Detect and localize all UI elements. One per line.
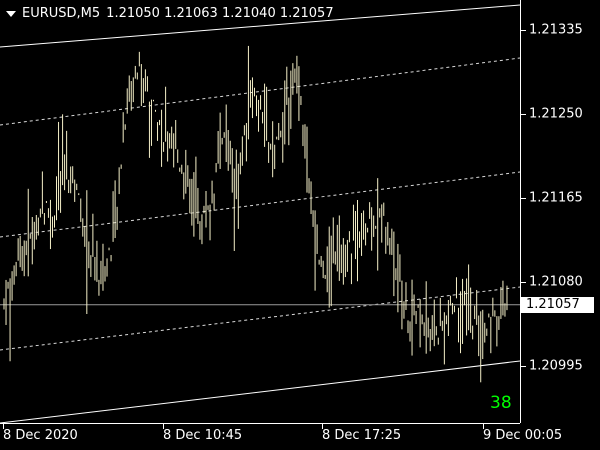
price-tick (521, 30, 526, 31)
chart-title: EURUSD,M5 1.21050 1.21063 1.21040 1.2105… (6, 6, 334, 21)
chart-canvas[interactable] (0, 0, 521, 424)
time-label: 8 Dec 2020 (3, 428, 78, 443)
price-chart[interactable]: EURUSD,M5 1.21050 1.21063 1.21040 1.2105… (0, 0, 521, 424)
time-tick (322, 424, 323, 429)
current-price-label: 1.21057 (520, 296, 594, 313)
time-label: 9 Dec 00:05 (483, 428, 563, 443)
channel-line-dashed (0, 171, 521, 238)
channel-line-dashed (0, 286, 521, 351)
time-tick (163, 424, 164, 429)
price-label: 1.21165 (529, 190, 583, 206)
time-tick (483, 424, 484, 429)
price-tick (521, 198, 526, 199)
bar-countdown: 38 (490, 393, 512, 413)
price-label: 1.20995 (529, 358, 583, 374)
time-tick (3, 424, 4, 429)
channel-line-solid (0, 360, 521, 424)
price-tick (521, 114, 526, 115)
time-label: 8 Dec 10:45 (163, 428, 243, 443)
price-label: 1.21335 (529, 22, 583, 38)
price-tick (521, 282, 526, 283)
price-label: 1.21250 (529, 106, 583, 122)
channel-line-solid (0, 4, 521, 48)
channel-line-dashed (0, 57, 521, 126)
symbol-timeframe: EURUSD,M5 (22, 6, 101, 21)
price-tick (521, 366, 526, 367)
dropdown-triangle-icon[interactable] (6, 10, 16, 17)
price-label: 1.21080 (529, 274, 583, 290)
ohlc-values: 1.21050 1.21063 1.21040 1.21057 (106, 6, 334, 21)
time-label: 8 Dec 17:25 (322, 428, 402, 443)
time-axis[interactable]: 8 Dec 2020 8 Dec 10:45 8 Dec 17:25 9 Dec 00… (0, 423, 562, 450)
price-axis[interactable]: 1.21335 1.21250 1.21165 1.21080 1.20995 (520, 0, 600, 423)
